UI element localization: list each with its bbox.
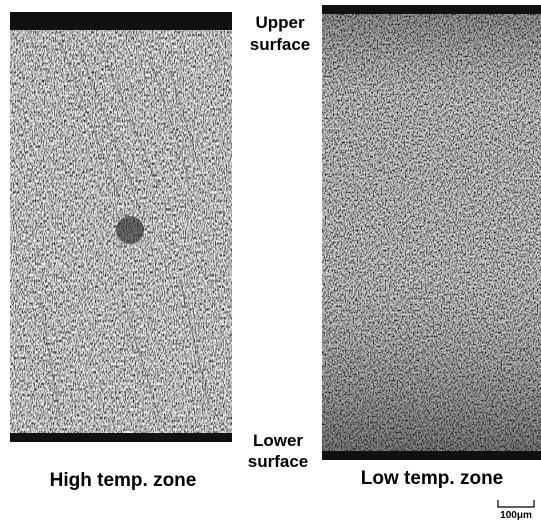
panel-caption: Low temp. zone [361,468,504,489]
scale-bar [498,500,534,507]
upper-label-line2: surface [250,35,310,54]
panel-caption: High temp. zone [50,470,197,491]
upper-label-line1: Upper [255,13,305,32]
figure: Upper surface Lower surface High temp. z… [0,0,541,522]
lower-label-line2: surface [248,452,308,471]
scale-bar-label: 100μm [500,510,532,521]
micrograph-low-temp [322,5,541,460]
micrograph-high-temp [10,12,232,442]
lower-label-line1: Lower [253,431,303,450]
